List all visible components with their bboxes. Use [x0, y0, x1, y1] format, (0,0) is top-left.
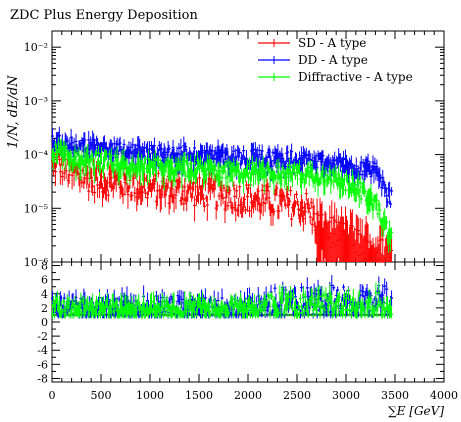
- legend: SD - A type DD - A type Diffractive - A ty…: [258, 36, 413, 84]
- x-tick-label: 4000: [430, 389, 458, 402]
- x-tick-label: 3000: [332, 389, 360, 402]
- main-y-tick-label: 10⁻⁵: [24, 202, 48, 215]
- ratio-y-tick-label: -8: [37, 372, 48, 385]
- y-axis-label: 1/N, dE/dN: [6, 75, 21, 149]
- series-0: [50, 143, 394, 263]
- y-axis-label-group: 1/N, dE/dN: [6, 75, 21, 149]
- main-y-ticks: 10⁻² 10⁻³ 10⁻⁴ 10⁻⁵ 10⁻⁶: [24, 30, 444, 269]
- x-tick-label: 1000: [136, 389, 164, 402]
- x-tick-label: 2500: [283, 389, 311, 402]
- ratio-y-tick-label: -6: [37, 358, 48, 371]
- series-2: [50, 137, 394, 254]
- main-y-tick-label: 10⁻²: [24, 41, 48, 54]
- x-tick-label: 3500: [381, 389, 409, 402]
- ratio-y-tick-label: 0: [41, 316, 48, 329]
- ratio-y-tick-label: 6: [41, 274, 48, 287]
- main-y-tick-label: 10⁻⁶: [24, 256, 49, 269]
- ratio-series-group: [50, 275, 394, 319]
- legend-label: Diffractive - A type: [298, 70, 413, 84]
- x-tick-label: 1500: [185, 389, 213, 402]
- ratio-y-tick-label: 8: [41, 260, 48, 273]
- main-series-group: [50, 126, 394, 263]
- ratio-series-2: [50, 282, 394, 319]
- x-ticks: 0 500 1000 1500 2000 2500 3000 3500 4000: [49, 31, 458, 402]
- chart-title: ZDC Plus Energy Deposition: [10, 8, 198, 23]
- main-y-tick-label: 10⁻⁴: [24, 149, 49, 162]
- ratio-y-tick-label: -2: [37, 330, 48, 343]
- x-tick-label: 2000: [234, 389, 262, 402]
- ratio-y-tick-label: 2: [41, 302, 48, 315]
- x-axis-label-group: ∑E [GeV]: [388, 404, 444, 418]
- x-tick-label: 0: [49, 389, 56, 402]
- main-y-tick-label: 10⁻³: [24, 95, 48, 108]
- legend-label: DD - A type: [298, 53, 368, 67]
- ratio-y-tick-label: -4: [37, 344, 48, 357]
- x-tick-label: 500: [91, 389, 112, 402]
- ratio-y-tick-label: 4: [41, 288, 48, 301]
- x-axis-label: ∑E [GeV]: [388, 404, 444, 418]
- legend-label: SD - A type: [298, 36, 366, 50]
